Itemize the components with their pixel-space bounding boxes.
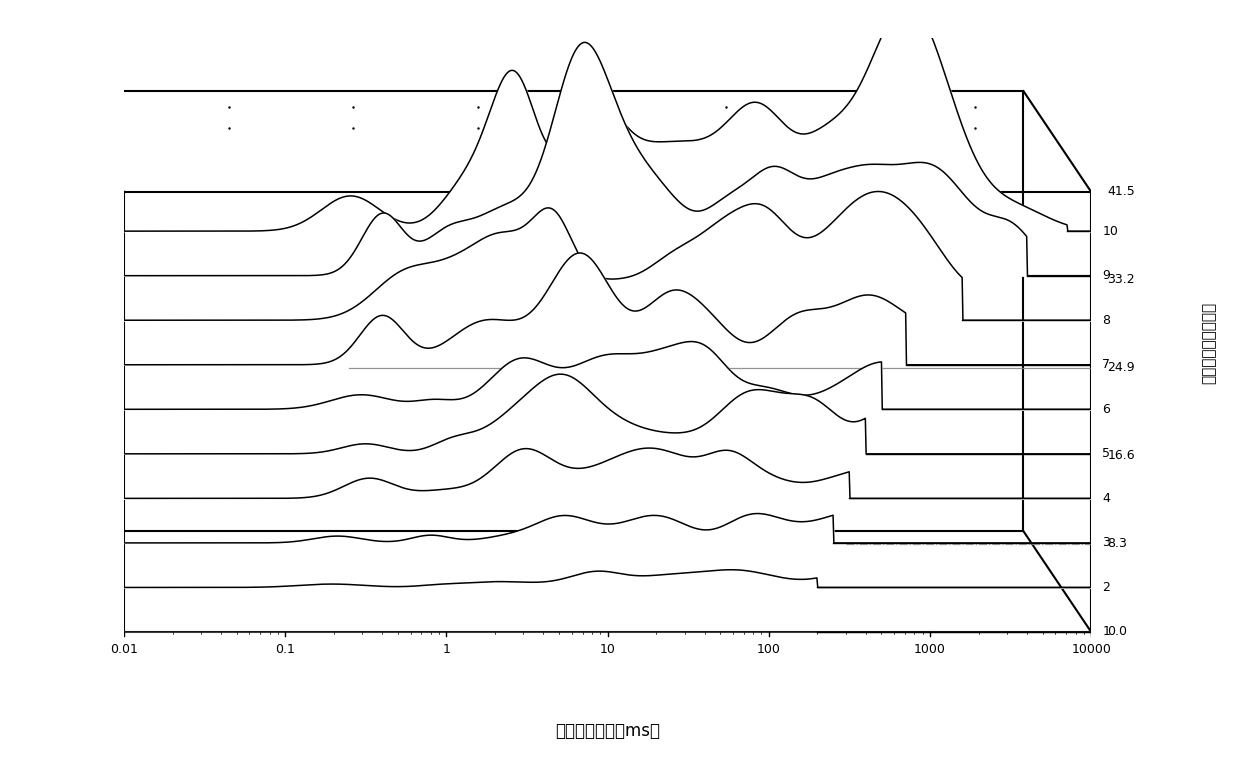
Text: 100: 100: [756, 642, 781, 655]
Text: 8.3: 8.3: [1107, 537, 1127, 550]
Text: 4: 4: [1102, 492, 1110, 505]
Text: 10000: 10000: [1071, 642, 1111, 655]
Text: 33.2: 33.2: [1107, 273, 1135, 286]
Text: 6: 6: [1102, 403, 1110, 416]
Text: 10: 10: [1102, 224, 1118, 237]
Text: 1: 1: [1102, 626, 1110, 639]
Text: 8: 8: [1102, 314, 1111, 327]
Text: 7: 7: [1102, 359, 1111, 372]
Text: 9: 9: [1102, 269, 1110, 282]
Text: 横向弛像时间（ms）: 横向弛像时间（ms）: [556, 722, 660, 740]
Text: 10: 10: [600, 642, 615, 655]
Text: 3: 3: [1102, 536, 1110, 549]
Text: 24.9: 24.9: [1107, 362, 1135, 375]
Text: 41.5: 41.5: [1107, 185, 1135, 198]
Text: 信号强度（无量纲）: 信号强度（无量纲）: [1202, 302, 1216, 385]
Text: 1000: 1000: [914, 642, 946, 655]
Text: 0.0: 0.0: [1107, 626, 1127, 639]
Text: 5: 5: [1102, 447, 1111, 460]
Text: 0.1: 0.1: [275, 642, 295, 655]
Text: 2: 2: [1102, 581, 1110, 594]
Text: 16.6: 16.6: [1107, 449, 1135, 462]
Text: 0.01: 0.01: [110, 642, 138, 655]
Text: 1: 1: [443, 642, 450, 655]
